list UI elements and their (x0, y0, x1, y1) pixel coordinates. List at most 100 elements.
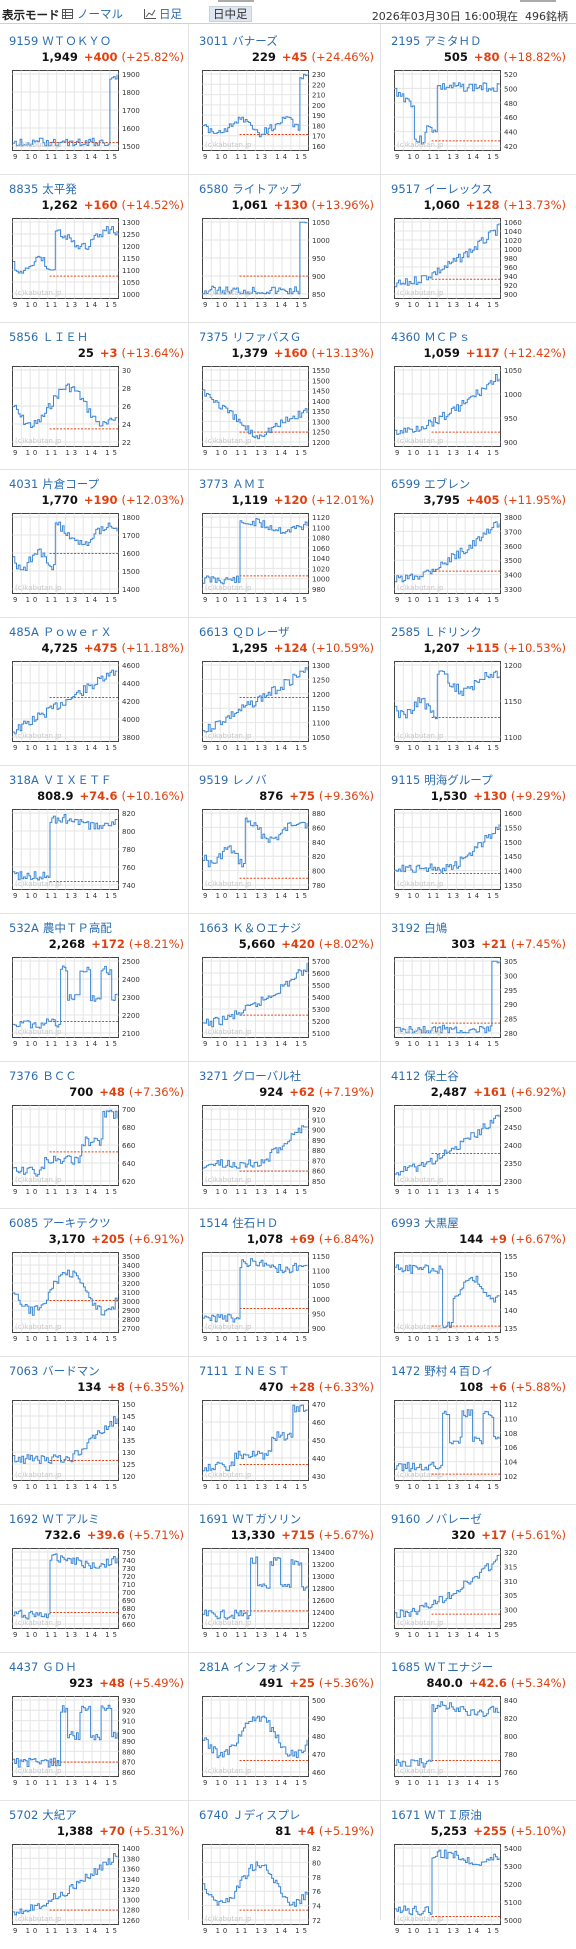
stock-card[interactable]: 6085 アーキテクツ 3,170 +205 (+6.91%) 3500 3400 3300 3… (0, 1210, 188, 1357)
stock-name-link[interactable]: 太平発 (42, 181, 77, 196)
stock-name-link[interactable]: エブレン (424, 477, 471, 492)
stock-name-link[interactable]: ＶＩＸＥＴＦ (42, 773, 112, 787)
intraday-chart[interactable]: 470 460 450 440 430 (c)kabutan.jp 9 10 11 13 1… (202, 1400, 360, 1492)
stock-name-link[interactable]: ＭＣＰｓ (424, 329, 471, 344)
intraday-chart[interactable]: 1900 1800 1700 1600 1500 (c)kabutan.jp 9 10 11… (12, 70, 170, 162)
stock-code-link[interactable]: 532A (9, 920, 39, 935)
intraday-chart[interactable]: 820 800 780 760 740 (c)kabutan.jp 9 10 11 13 1… (12, 809, 170, 901)
stock-name-link[interactable]: リファバスＧ (232, 329, 302, 344)
stock-card[interactable]: 2195 アミタＨＤ 505 +80 (+18.82%) 520 500 480 460 440 4… (382, 28, 570, 175)
stock-name-link[interactable]: アミタＨＤ (424, 34, 482, 48)
stock-name-link[interactable]: 明海グループ (424, 773, 493, 787)
stock-name-link[interactable]: 片倉コープ (42, 477, 100, 492)
stock-name-link[interactable]: ＷＴＩ原油 (424, 1807, 482, 1822)
intraday-chart[interactable]: 1600 1550 1500 1450 1400 1350 (c)kabutan.jp 9 1… (394, 809, 552, 901)
stock-code-link[interactable]: 318A (9, 773, 39, 787)
stock-card[interactable]: 281A インフォメテ 491 +25 (+5.36%) 500 490 480 470 460 (… (190, 1654, 378, 1801)
intraday-chart[interactable]: 700 680 660 640 620 (c)kabutan.jp 9 10 11 13 1… (12, 1104, 170, 1197)
stock-card[interactable]: 9517 イーレックス 1,060 +128 (+13.73%) 1060 1040 1020… (382, 176, 570, 323)
stock-name-link[interactable]: ＢＣＣ (42, 1068, 77, 1083)
intraday-chart[interactable]: 880 860 840 820 800 780 (c)kabutan.jp 9 10 11 1… (202, 809, 360, 901)
stock-name-link[interactable]: 大黒屋 (424, 1216, 459, 1231)
stock-code-link[interactable]: 9160 (391, 1512, 421, 1526)
intraday-chart[interactable]: 840 820 800 780 760 (c)kabutan.jp 9 10 11 13 1… (394, 1695, 552, 1788)
stock-card[interactable]: 4437 ＧＤＨ 923 +48 (+5.49%) 930 920 910 900 890 880 8… (0, 1654, 188, 1801)
stock-code-link[interactable]: 5702 (9, 1807, 39, 1822)
stock-card[interactable]: 9115 明海グループ 1,530 +130 (+9.29%) 1600 1550 1500 1… (382, 767, 570, 914)
stock-card[interactable]: 7376 ＢＣＣ 700 +48 (+7.36%) 700 680 660 640 620 (c)k… (0, 1063, 188, 1210)
intraday-chart[interactable]: 3800 3700 3600 3500 3400 3300 (c)kabutan.jp 9 1… (394, 513, 552, 605)
stock-name-link[interactable]: ＬＩＥＨ (42, 329, 89, 344)
stock-code-link[interactable]: 7376 (9, 1068, 39, 1083)
intraday-chart[interactable]: 1120 1100 1080 1060 1040 1020 1000 980 (c)kabuta… (202, 513, 360, 605)
stock-name-link[interactable]: 保土谷 (424, 1068, 459, 1083)
intraday-chart[interactable]: 305 300 295 290 285 280 (c)kabutan.jp 9 10 11 1… (394, 956, 552, 1049)
stock-name-link[interactable]: レノバ (232, 773, 267, 787)
normal-mode-button[interactable]: ノーマル (77, 7, 123, 21)
intraday-chart[interactable]: 112 110 108 106 104 102 (c)kabutan.jp 9 10 11 1… (394, 1400, 552, 1492)
intraday-chart[interactable]: 1050 1000 950 900 (c)kabutan.jp 9 10 11 13 14… (394, 365, 552, 458)
stock-code-link[interactable]: 1691 (199, 1512, 229, 1526)
stock-code-link[interactable]: 6993 (391, 1216, 421, 1231)
stock-card[interactable]: 532A 農中ＴＰ高配 2,268 +172 (+8.21%) 2500 2400 2300 2… (0, 915, 188, 1062)
stock-name-link[interactable]: ライトアップ (232, 181, 302, 196)
stock-card[interactable]: 2585 Ｌドリンク 1,207 +115 (+10.53%) 1200 1150 1100 (… (382, 619, 570, 766)
stock-card[interactable]: 3271 グローバル社 924 +62 (+7.19%) 920 910 900 890 880 8… (190, 1063, 378, 1210)
stock-code-link[interactable]: 5856 (9, 329, 39, 344)
intraday-chart[interactable]: 1300 1250 1200 1150 1100 1050 (c)kabutan.jp 9 1… (202, 661, 360, 753)
stock-card[interactable]: 1514 住石ＨＤ 1,078 +69 (+6.84%) 1150 1100 1050 1000… (190, 1210, 378, 1357)
intraday-chart[interactable]: 155 150 145 140 135 (c)kabutan.jp 9 10 11 13 1… (394, 1252, 552, 1344)
stock-code-link[interactable]: 3192 (391, 920, 421, 935)
stock-card[interactable]: 7375 リファバスＧ 1,379 +160 (+13.13%) 1550 1500 1450… (190, 324, 378, 471)
stock-code-link[interactable]: 3271 (199, 1068, 229, 1083)
stock-card[interactable]: 3773 ＡＭＩ 1,119 +120 (+12.01%) 1120 1100 1080 106… (190, 471, 378, 618)
intraday-chart[interactable]: 1800 1700 1600 1500 1400 (c)kabutan.jp 9 10 11… (12, 513, 170, 605)
stock-card[interactable]: 6580 ライトアップ 1,061 +130 (+13.96%) 1050 1000 950 9… (190, 176, 378, 323)
stock-card[interactable]: 8835 太平発 1,262 +160 (+14.52%) 1300 1250 1200 115… (0, 176, 188, 323)
stock-name-link[interactable]: ＡＭＩ (232, 477, 267, 492)
stock-code-link[interactable]: 9159 (9, 34, 39, 48)
stock-code-link[interactable]: 1514 (199, 1216, 229, 1231)
stock-card[interactable]: 5702 大紀ア 1,388 +70 (+5.31%) 1400 1380 1360 1340 1… (0, 1802, 188, 1949)
stock-code-link[interactable]: 6599 (391, 477, 421, 492)
stock-code-link[interactable]: 2195 (391, 34, 421, 48)
stock-code-link[interactable]: 6613 (199, 625, 229, 640)
stock-card[interactable]: 6613 ＱＤレーザ 1,295 +124 (+10.59%) 1300 1250 1200 1… (190, 619, 378, 766)
stock-code-link[interactable]: 6740 (199, 1807, 229, 1822)
intraday-chart[interactable]: 1400 1380 1360 1340 1320 1300 1280 1260 (c)kabut… (12, 1843, 170, 1936)
stock-name-link[interactable]: インフォメテ (232, 1659, 302, 1674)
stock-card[interactable]: 6599 エブレン 3,795 +405 (+11.95%) 3800 3700 3600 35… (382, 471, 570, 618)
stock-code-link[interactable]: 1685 (391, 1659, 421, 1674)
intraday-chart[interactable]: 13400 13200 13000 12800 12600 12400 12200 (c)ka… (202, 1548, 360, 1640)
stock-name-link[interactable]: Ｊディスプレ (232, 1807, 301, 1822)
stock-code-link[interactable]: 9517 (391, 181, 421, 196)
stock-code-link[interactable]: 4437 (9, 1659, 39, 1674)
intraday-mode-button[interactable]: 日中足 (209, 6, 252, 22)
stock-card[interactable]: 3011 バナーズ 229 +45 (+24.46%) 230 220 210 200 190 18… (190, 28, 378, 175)
stock-code-link[interactable]: 7063 (9, 1364, 39, 1379)
intraday-chart[interactable]: 4600 4400 4200 4000 3800 (c)kabutan.jp 9 10 11… (12, 661, 170, 753)
stock-card[interactable]: 3192 白鳩 303 +21 (+7.45%) 305 300 295 290 285 280 (c… (382, 915, 570, 1062)
stock-card[interactable]: 1685 ＷＴエナジー 840.0 +42.6 (+5.34%) 840 820 800 780… (382, 1654, 570, 1801)
stock-card[interactable]: 5856 ＬＩＥＨ 25 +3 (+13.64%) 30 28 26 24 22 (c)kabuta… (0, 324, 188, 471)
stock-code-link[interactable]: 485A (9, 625, 39, 640)
stock-card[interactable]: 9160 ノバレーゼ 320 +17 (+5.61%) 320 315 310 305 300 29… (382, 1506, 570, 1653)
stock-card[interactable]: 318A ＶＩＸＥＴＦ 808.9 +74.6 (+10.16%) 820 800 780 76… (0, 767, 188, 914)
stock-name-link[interactable]: イーレックス (424, 181, 493, 196)
stock-name-link[interactable]: 住石ＨＤ (232, 1216, 279, 1231)
stock-card[interactable]: 1663 Ｋ＆Ｏエナジ 5,660 +420 (+8.02%) 5700 5600 5500 5… (190, 915, 378, 1062)
intraday-chart[interactable]: 1550 1500 1450 1400 1350 1300 1250 1200 (c)kabut… (202, 365, 360, 458)
stock-name-link[interactable]: 大紀ア (42, 1807, 77, 1822)
stock-code-link[interactable]: 6580 (199, 181, 229, 196)
stock-name-link[interactable]: ＩＮＥＳＴ (232, 1364, 290, 1379)
intraday-chart[interactable]: 1150 1100 1050 1000 950 900 (c)kabutan.jp 9 10 … (202, 1252, 360, 1344)
stock-card[interactable]: 485A ＰｏｗｅｒＸ 4,725 +475 (+11.18%) 4600 4400 4200… (0, 619, 188, 766)
stock-name-link[interactable]: ＷＴアルミ (42, 1512, 100, 1526)
stock-name-link[interactable]: バードマン (42, 1364, 100, 1379)
stock-name-link[interactable]: 野村４百Ｄイ (424, 1364, 494, 1379)
stock-code-link[interactable]: 3011 (199, 34, 229, 48)
stock-card[interactable]: 7111 ＩＮＥＳＴ 470 +28 (+6.33%) 470 460 450 440 430 (c… (190, 1358, 378, 1505)
intraday-chart[interactable]: 2500 2450 2400 2350 2300 (c)kabutan.jp 9 10 11… (394, 1104, 552, 1197)
